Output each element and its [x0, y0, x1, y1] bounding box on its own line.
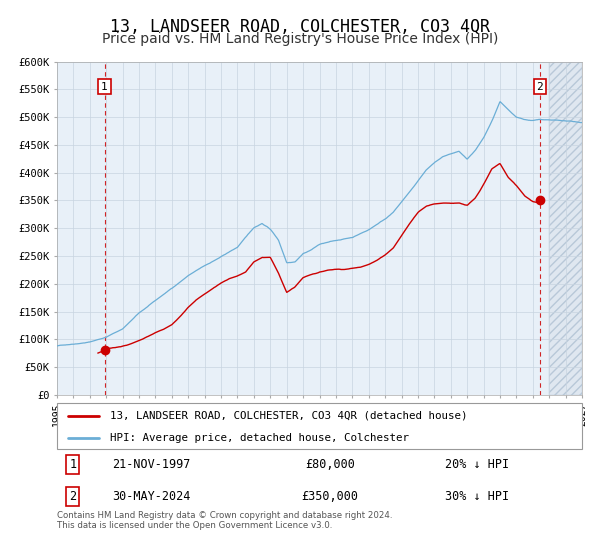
- Text: 13, LANDSEER ROAD, COLCHESTER, CO3 4QR: 13, LANDSEER ROAD, COLCHESTER, CO3 4QR: [110, 18, 490, 36]
- Text: 30% ↓ HPI: 30% ↓ HPI: [445, 489, 509, 503]
- Text: 1: 1: [69, 458, 76, 472]
- Text: 21-NOV-1997: 21-NOV-1997: [112, 458, 191, 472]
- Text: HPI: Average price, detached house, Colchester: HPI: Average price, detached house, Colc…: [110, 433, 409, 442]
- Text: 1: 1: [101, 82, 108, 92]
- Text: 13, LANDSEER ROAD, COLCHESTER, CO3 4QR (detached house): 13, LANDSEER ROAD, COLCHESTER, CO3 4QR (…: [110, 410, 467, 421]
- FancyBboxPatch shape: [57, 403, 582, 449]
- Text: £80,000: £80,000: [305, 458, 355, 472]
- Text: Contains HM Land Registry data © Crown copyright and database right 2024.
This d: Contains HM Land Registry data © Crown c…: [57, 511, 392, 530]
- Text: £350,000: £350,000: [302, 489, 359, 503]
- Text: 30-MAY-2024: 30-MAY-2024: [112, 489, 191, 503]
- Text: 20% ↓ HPI: 20% ↓ HPI: [445, 458, 509, 472]
- Text: 2: 2: [69, 489, 76, 503]
- Text: Price paid vs. HM Land Registry's House Price Index (HPI): Price paid vs. HM Land Registry's House …: [102, 32, 498, 46]
- Text: 2: 2: [536, 82, 543, 92]
